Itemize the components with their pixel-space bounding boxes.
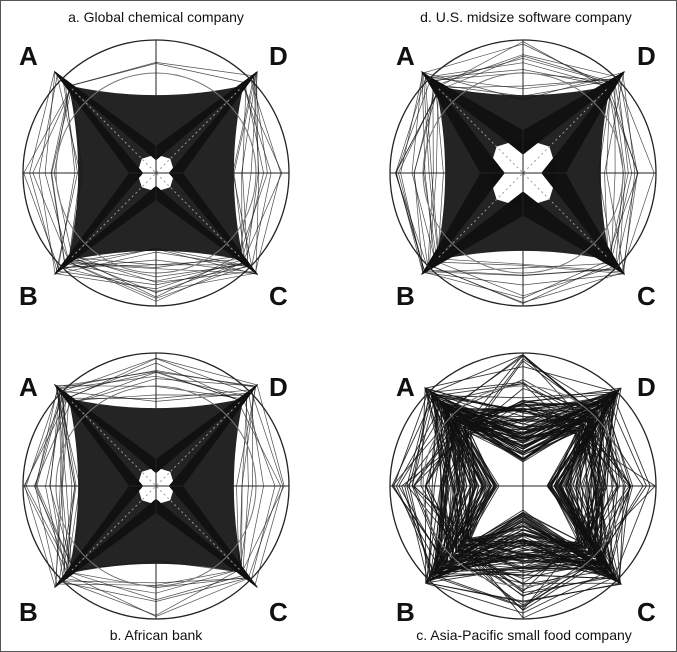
panel-d-label-b: B [396,281,415,311]
panel-b-caption: b. African bank [109,627,203,643]
panel-b-label-a: A [19,372,38,402]
panel-a-caption: a. Global chemical company [68,9,244,25]
panel-a-label-a: A [19,41,38,71]
panel-b-label-c: C [269,597,288,627]
panel-c-label-c: C [637,597,656,627]
panel-b-label-d: D [269,372,288,402]
panel-d-label-a: A [396,41,415,71]
panel-a-label-c: C [269,281,288,311]
panel-c-label-b: B [396,597,415,627]
panel-d-caption: d. U.S. midsize software company [420,9,632,25]
panel-d-label-d: D [637,41,656,71]
panel-a-label-d: D [269,41,288,71]
panel-a-label-b: B [19,281,38,311]
panel-c-caption: c. Asia-Pacific small food company [416,627,632,643]
panel-c-label-a: A [396,372,415,402]
panel-d-label-c: C [637,281,656,311]
panel-c-label-d: D [637,372,656,402]
panel-b-label-b: B [19,597,38,627]
